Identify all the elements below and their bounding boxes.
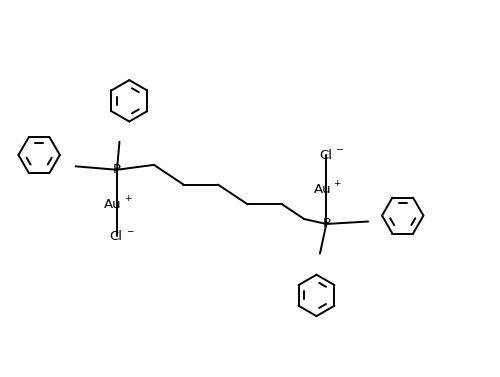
Text: +: +	[334, 179, 341, 188]
Text: −: −	[335, 145, 342, 153]
Text: Au: Au	[104, 198, 122, 211]
Text: Au: Au	[314, 183, 331, 196]
Text: P: P	[113, 163, 121, 176]
Text: +: +	[124, 194, 132, 203]
Text: Cl: Cl	[319, 149, 332, 161]
Text: −: −	[126, 226, 133, 235]
Text: Cl: Cl	[110, 230, 122, 243]
Text: P: P	[322, 218, 330, 230]
